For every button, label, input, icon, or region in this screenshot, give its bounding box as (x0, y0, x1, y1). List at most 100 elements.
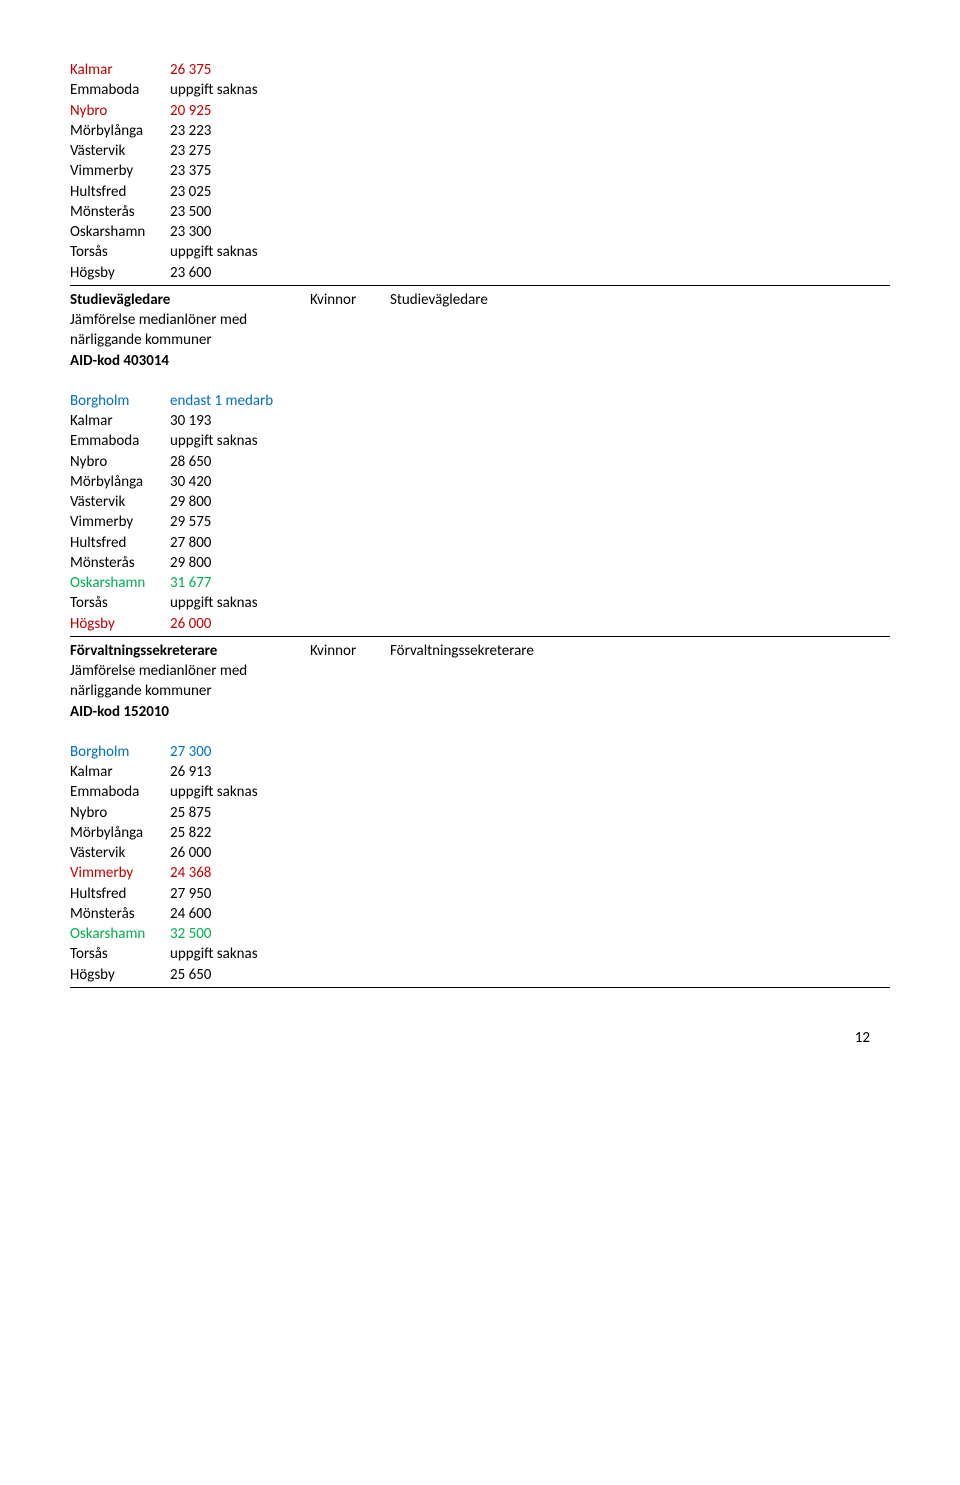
row-value: 29 800 (170, 492, 310, 512)
table-row: Kalmar26 913 (70, 762, 890, 782)
row-value: 23 500 (170, 202, 310, 222)
table-row: Högsby26 000 (70, 614, 890, 634)
row-value: 26 375 (170, 60, 310, 80)
row-label: Mörbylånga (70, 472, 170, 492)
row-label: Hultsfred (70, 533, 170, 553)
row-value: uppgift saknas (170, 782, 310, 802)
row-label: Nybro (70, 101, 170, 121)
row-value: 27 300 (170, 742, 310, 762)
row-label: Vimmerby (70, 863, 170, 883)
row-value: 24 368 (170, 863, 310, 883)
table-row: Nybro20 925 (70, 101, 890, 121)
table-row: Mörbylånga25 822 (70, 823, 890, 843)
row-label: Torsås (70, 944, 170, 964)
section-right-label: Förvaltningssekreterare (390, 641, 890, 722)
row-value: 23 375 (170, 161, 310, 181)
row-value: 30 193 (170, 411, 310, 431)
row-value: uppgift saknas (170, 80, 310, 100)
section-line: Jämförelse medianlöner med (70, 310, 310, 330)
row-label: Emmaboda (70, 782, 170, 802)
data-block-3: Borgholm27 300Kalmar26 913Emmabodauppgif… (70, 742, 890, 985)
row-label: Vimmerby (70, 161, 170, 181)
row-value: 25 650 (170, 965, 310, 985)
table-row: Västervik23 275 (70, 141, 890, 161)
section-header-1: Studievägledare Jämförelse medianlöner m… (70, 288, 890, 371)
row-value: 29 575 (170, 512, 310, 532)
row-value: 27 800 (170, 533, 310, 553)
table-row: Mörbylånga30 420 (70, 472, 890, 492)
row-value: 23 300 (170, 222, 310, 242)
table-row: Oskarshamn23 300 (70, 222, 890, 242)
row-label: Torsås (70, 593, 170, 613)
table-row: Emmabodauppgift saknas (70, 782, 890, 802)
data-block-1: Kalmar26 375Emmabodauppgift saknasNybro2… (70, 60, 890, 283)
row-value: endast 1 medarb (170, 391, 310, 411)
row-label: Västervik (70, 141, 170, 161)
row-value: 29 800 (170, 553, 310, 573)
row-label: Nybro (70, 803, 170, 823)
row-label: Kalmar (70, 762, 170, 782)
row-label: Borgholm (70, 391, 170, 411)
table-row: Vimmerby29 575 (70, 512, 890, 532)
row-value: 26 913 (170, 762, 310, 782)
table-row: Vimmerby24 368 (70, 863, 890, 883)
row-label: Kalmar (70, 60, 170, 80)
table-row: Torsåsuppgift saknas (70, 242, 890, 262)
table-row: Kalmar30 193 (70, 411, 890, 431)
divider (70, 285, 890, 286)
row-value: uppgift saknas (170, 593, 310, 613)
row-value: 28 650 (170, 452, 310, 472)
row-label: Emmaboda (70, 431, 170, 451)
row-value: 31 677 (170, 573, 310, 593)
row-value: 23 223 (170, 121, 310, 141)
row-value: 27 950 (170, 884, 310, 904)
section-title: Studievägledare (70, 290, 310, 310)
row-value: 26 000 (170, 843, 310, 863)
table-row: Torsåsuppgift saknas (70, 593, 890, 613)
table-row: Hultsfred27 800 (70, 533, 890, 553)
row-value: 24 600 (170, 904, 310, 924)
table-row: Emmabodauppgift saknas (70, 431, 890, 451)
row-label: Västervik (70, 492, 170, 512)
row-label: Hultsfred (70, 182, 170, 202)
row-value: 25 822 (170, 823, 310, 843)
table-row: Emmabodauppgift saknas (70, 80, 890, 100)
row-label: Mönsterås (70, 202, 170, 222)
section-line: närliggande kommuner (70, 681, 310, 701)
table-row: Borgholmendast 1 medarb (70, 391, 890, 411)
table-row: Mönsterås24 600 (70, 904, 890, 924)
page-number: 12 (70, 1028, 890, 1048)
section-line: närliggande kommuner (70, 330, 310, 350)
section-header-2: Förvaltningssekreterare Jämförelse media… (70, 639, 890, 722)
row-label: Nybro (70, 452, 170, 472)
row-label: Högsby (70, 263, 170, 283)
row-value: 25 875 (170, 803, 310, 823)
table-row: Kalmar26 375 (70, 60, 890, 80)
row-label: Västervik (70, 843, 170, 863)
row-label: Oskarshamn (70, 573, 170, 593)
row-value: 26 000 (170, 614, 310, 634)
row-value: 30 420 (170, 472, 310, 492)
row-label: Mörbylånga (70, 121, 170, 141)
table-row: Oskarshamn32 500 (70, 924, 890, 944)
row-label: Oskarshamn (70, 924, 170, 944)
row-label: Högsby (70, 614, 170, 634)
table-row: Högsby23 600 (70, 263, 890, 283)
section-right-label: Studievägledare (390, 290, 890, 371)
data-block-2: Borgholmendast 1 medarbKalmar30 193Emmab… (70, 391, 890, 634)
table-row: Västervik29 800 (70, 492, 890, 512)
row-label: Vimmerby (70, 512, 170, 532)
row-value: 23 600 (170, 263, 310, 283)
table-row: Hultsfred27 950 (70, 884, 890, 904)
row-value: uppgift saknas (170, 944, 310, 964)
divider (70, 636, 890, 637)
row-value: 20 925 (170, 101, 310, 121)
row-label: Högsby (70, 965, 170, 985)
row-value: 23 275 (170, 141, 310, 161)
table-row: Nybro25 875 (70, 803, 890, 823)
row-label: Mönsterås (70, 904, 170, 924)
section-line: Jämförelse medianlöner med (70, 661, 310, 681)
table-row: Borgholm27 300 (70, 742, 890, 762)
section-title: Förvaltningssekreterare (70, 641, 310, 661)
row-label: Torsås (70, 242, 170, 262)
